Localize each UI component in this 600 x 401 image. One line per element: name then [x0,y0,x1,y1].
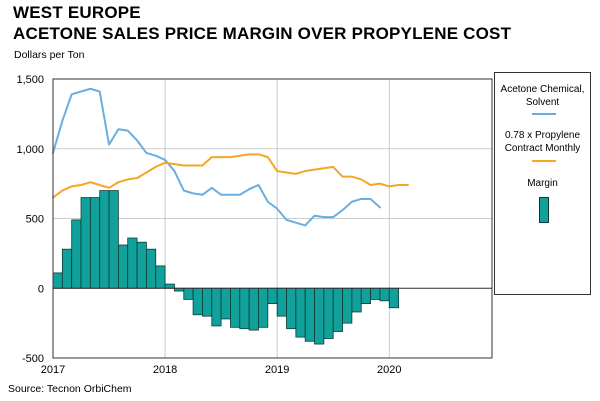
margin-bar [211,287,222,327]
y-tick-label: 1,500 [16,74,44,86]
margin-bar [258,287,269,328]
series-lines [52,87,409,227]
margin-bar [202,287,213,317]
margin-bar [99,190,110,289]
margin-bar [220,287,231,320]
margin-bar [286,287,297,330]
legend-label-acetone: Acetone Chemical, Solvent [500,84,585,108]
margin-bar [155,265,166,289]
margin-bar [351,287,362,313]
margin-bar [61,248,73,289]
source-note: Source: Tecnon OrbiChem [8,383,132,395]
margin-bar [230,287,241,328]
margin-bar [295,287,306,338]
chart-title-line-1: WEST EUROPE [13,3,141,22]
margin-bar [379,287,390,302]
y-tick-label: 500 [26,214,44,226]
margin-bar [164,283,175,289]
margin-bar [314,287,325,345]
gridlines [53,79,492,359]
margin-bar [89,197,101,289]
margin-bar [136,241,147,289]
margin-bar [370,287,381,300]
margin-bar [127,237,138,289]
y-tick-label: -500 [22,353,44,365]
chart-title-line-2: ACETONE SALES PRICE MARGIN OVER PROPYLEN… [13,24,512,43]
y-tick-label: 1,000 [16,144,44,156]
margin-bar [117,244,129,289]
x-tick-label: 2017 [41,364,65,376]
acetone-line [52,87,381,227]
propylene-line [52,153,409,199]
legend: Acetone Chemical, Solvent 0.78 x Propyle… [494,72,591,295]
margin-bar [108,190,119,289]
margin-bar [183,287,194,300]
y-axis-unit-label: Dollars per Ton [14,49,85,61]
margin-bar [304,287,315,342]
legend-swatch-propylene [532,160,556,162]
margin-bar [332,287,343,332]
margin-bar [248,287,259,331]
margin-bar [388,287,399,309]
margin-bar [52,272,63,289]
margin-bar [146,248,157,289]
margin-bar [192,287,203,316]
y-tick-label: 0 [38,283,44,295]
margin-bar [323,287,334,339]
margin-bar [342,287,353,324]
legend-label-margin: Margin [527,178,558,189]
plot-frame [52,78,493,359]
legend-swatch-margin [539,197,549,223]
x-tick-label: 2020 [377,364,401,376]
margin-bar [71,219,82,289]
margin-bars [52,190,399,345]
legend-label-propylene: 0.78 x Propylene Contract Monthly [504,130,581,154]
margin-bar [239,287,250,330]
margin-bar [267,287,278,304]
x-tick-label: 2019 [265,364,289,376]
margin-bar [276,287,287,317]
margin-bar [80,197,91,289]
x-tick-label: 2018 [153,364,177,376]
legend-swatch-acetone [532,113,556,115]
margin-bar [360,287,371,304]
